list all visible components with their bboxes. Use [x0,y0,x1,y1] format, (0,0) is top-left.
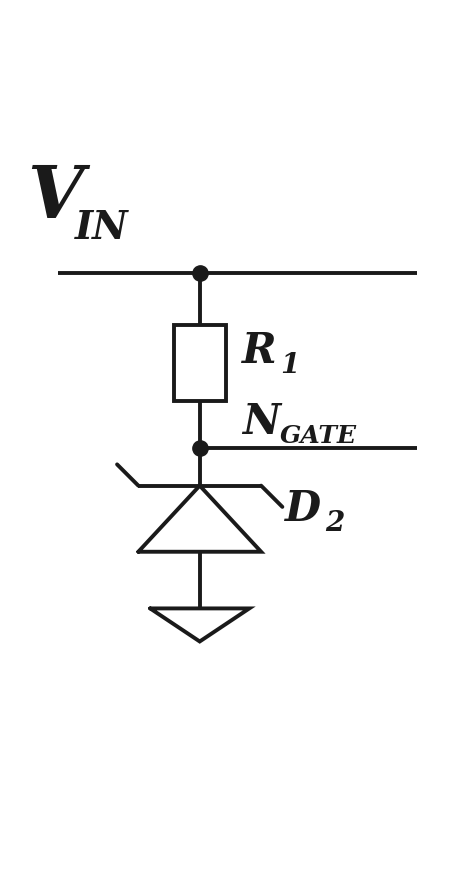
Text: 2: 2 [325,510,344,537]
Text: GATE: GATE [280,424,357,448]
Text: IN: IN [75,209,128,247]
Bar [174,325,226,401]
Text: D: D [285,488,321,530]
Text: 1: 1 [280,352,299,379]
Text: N: N [242,401,280,443]
Text: R: R [242,330,277,372]
Text: V: V [28,162,83,233]
